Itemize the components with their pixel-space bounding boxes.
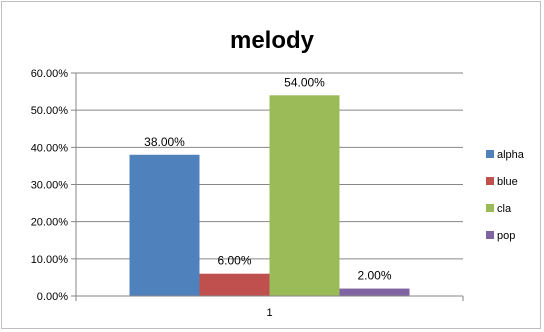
y-axis: 0.00% 10.00% 20.00% 30.00% 40.00% 50.00% 60.00… [31, 68, 77, 303]
y-tick-label: 60.00% [31, 68, 69, 80]
legend-swatch-alpha [486, 150, 494, 158]
y-tick-label: 10.00% [31, 254, 69, 266]
legend-swatch-blue [486, 177, 494, 185]
chart-title: melody [230, 27, 315, 54]
y-tick-label: 30.00% [31, 180, 69, 192]
x-axis: 1 [75, 295, 464, 319]
y-tick-label: 50.00% [31, 105, 69, 117]
bar-pop [339, 288, 410, 296]
bar-blue [199, 273, 270, 296]
data-labels: 38.00% 6.00% 54.00% 2.00% [144, 75, 392, 282]
legend-swatch-cla [486, 204, 494, 212]
data-label-cla: 54.00% [284, 75, 325, 89]
legend-swatch-pop [486, 231, 494, 239]
legend: alpha blue cla pop [486, 149, 525, 242]
bar-alpha [129, 154, 200, 296]
y-tick-label: 20.00% [31, 217, 69, 229]
y-tick-label: 0.00% [37, 291, 68, 303]
data-label-pop: 2.00% [357, 269, 391, 283]
x-tick-label: 1 [266, 307, 272, 319]
legend-label-cla: cla [497, 203, 512, 215]
legend-label-pop: pop [497, 230, 515, 242]
data-label-blue: 6.00% [217, 254, 251, 268]
legend-label-blue: blue [497, 176, 518, 188]
bars [129, 95, 410, 296]
data-label-alpha: 38.00% [144, 135, 185, 149]
legend-label-alpha: alpha [497, 149, 525, 161]
bar-cla [269, 95, 340, 296]
y-tick-label: 40.00% [31, 142, 69, 154]
